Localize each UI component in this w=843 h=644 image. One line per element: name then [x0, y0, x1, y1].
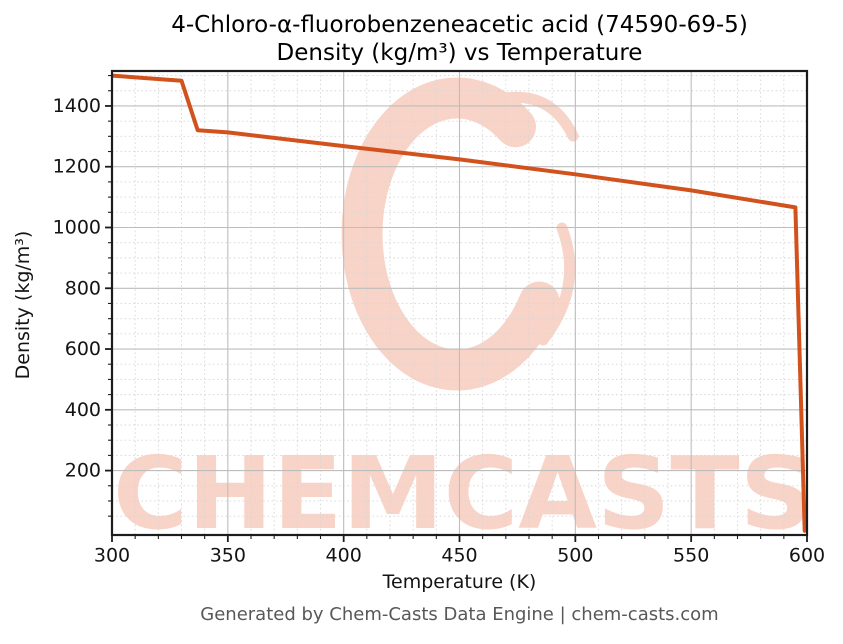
y-tick-label: 1200	[53, 156, 101, 178]
density-curve	[112, 73, 807, 533]
axis-ticks	[105, 75, 808, 542]
chart-title: 4-Chloro-α-fluorobenzeneacetic acid (745…	[112, 11, 807, 67]
x-tick-label: 500	[557, 545, 593, 567]
y-axis-label: Density (kg/m³)	[12, 230, 34, 380]
x-tick-label: 400	[326, 545, 362, 567]
y-tick-label: 400	[65, 399, 101, 421]
chart-title-line2: Density (kg/m³) vs Temperature	[276, 40, 643, 66]
x-tick-label: 300	[94, 545, 130, 567]
watermark-logo: CHEMCASTS	[113, 77, 807, 535]
y-tick-label: 1400	[53, 95, 101, 117]
y-tick-label: 1000	[53, 216, 101, 238]
x-tick-label: 550	[673, 545, 709, 567]
watermark-brush-arc-right	[537, 222, 576, 346]
chart-title-line1: 4-Chloro-α-fluorobenzeneacetic acid (745…	[171, 12, 748, 38]
y-tick-label: 200	[65, 460, 101, 482]
x-tick-label: 600	[789, 545, 825, 567]
watermark-brush-arc-top	[499, 91, 579, 142]
axis-tick-labels: 300 350 400 450 500 550 600 200 400 600 800 1000 120…	[53, 95, 825, 567]
x-axis-label: Temperature (K)	[382, 571, 537, 593]
watermark-c-ring	[341, 77, 560, 391]
x-tick-label: 450	[441, 545, 477, 567]
x-tick-label: 350	[210, 545, 246, 567]
footer-credit: Generated by Chem-Casts Data Engine | ch…	[200, 604, 719, 625]
y-tick-label: 800	[65, 277, 101, 299]
y-tick-label: 600	[65, 338, 101, 360]
grid-minor	[112, 71, 807, 535]
